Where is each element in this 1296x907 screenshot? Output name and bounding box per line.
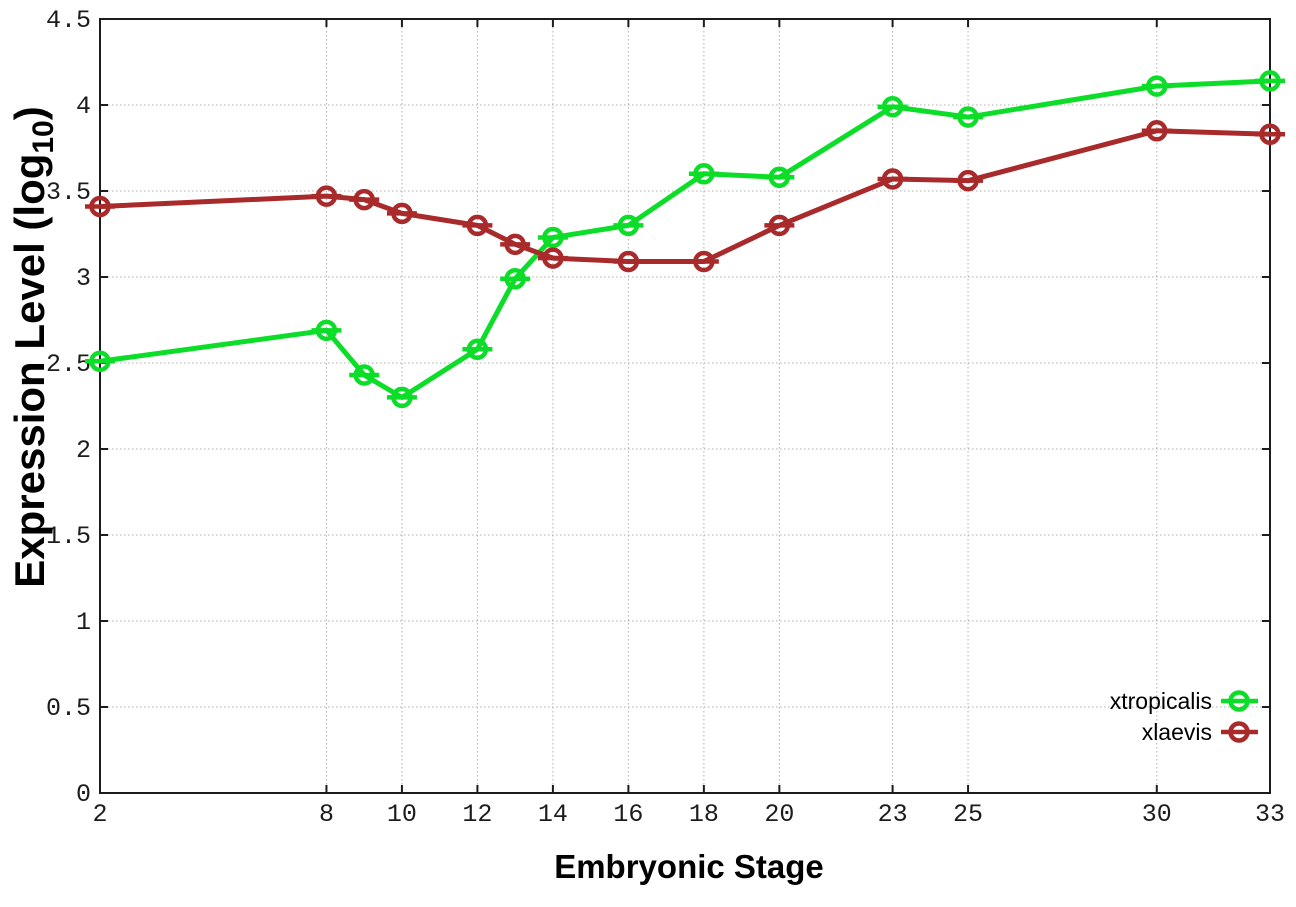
data-point-marker [1259,70,1281,92]
tick-marks [99,18,1271,794]
y-tick-label: 1 [76,608,91,637]
data-point-marker [353,188,375,211]
series-xtropicalis [85,70,1285,409]
legend: xtropicalis xlaevis [1110,688,1258,745]
y-tick-label: 4 [76,92,91,121]
x-tick-label: 23 [878,800,908,829]
data-point-marker [693,163,715,185]
grid-layer [100,19,1270,793]
data-point-marker [768,166,791,188]
x-tick-label: 14 [538,800,568,829]
x-tick-label: 2 [92,800,107,829]
legend-marker [1228,721,1250,743]
data-point-marker [391,202,413,225]
data-point-marker [1259,123,1281,145]
x-tick-label: 16 [613,800,643,829]
plot-border [99,18,1271,794]
x-tick-label: 12 [462,800,492,829]
data-point-marker [466,338,489,360]
y-tick-label: 3 [76,264,91,293]
x-tick-label: 18 [689,800,719,829]
data-point-marker [504,267,526,290]
data-point-marker [504,233,526,256]
data-point-marker [89,350,111,373]
data-point-marker [957,169,979,192]
y-tick-label: 2.5 [46,350,91,379]
y-tick-label: 0 [76,780,91,809]
series-xlaevis [85,120,1285,273]
data-point-marker [315,319,338,342]
y-tick-label: 4.5 [46,6,91,35]
data-point-marker [89,195,111,218]
data-point-marker [542,226,564,249]
data-point-marker [617,214,640,237]
x-tick-label: 30 [1142,800,1172,829]
x-tick-label: 20 [764,800,794,829]
data-point-marker [617,250,640,273]
data-point-marker [693,250,715,273]
legend-label-xlaevis: xlaevis [1142,719,1212,745]
data-point-marker [881,168,904,190]
y-tick-label: 0.5 [46,694,91,723]
data-point-marker [881,95,904,118]
x-tick-label: 25 [953,800,983,829]
data-point-marker [1146,75,1168,97]
x-tick-label: 10 [387,800,417,829]
legend-marker [1228,690,1250,712]
y-tick-label: 3.5 [46,178,91,207]
x-tick-label: 8 [319,800,334,829]
y-tick-label: 1.5 [46,522,91,551]
data-point-marker [957,106,979,128]
data-point-marker [466,214,489,237]
data-point-marker [1146,120,1168,142]
x-axis-label: Embryonic Stage [554,848,824,885]
y-axis-label: Expression Level (log10) [6,106,60,588]
data-point-marker [391,386,413,409]
data-point-marker [542,247,564,269]
data-point-marker [768,214,791,237]
data-point-marker [353,364,375,386]
y-tick-label: 2 [76,436,91,465]
legend-label-xtropicalis: xtropicalis [1110,688,1212,714]
x-tick-label: 33 [1255,800,1285,829]
data-point-marker [315,185,338,207]
